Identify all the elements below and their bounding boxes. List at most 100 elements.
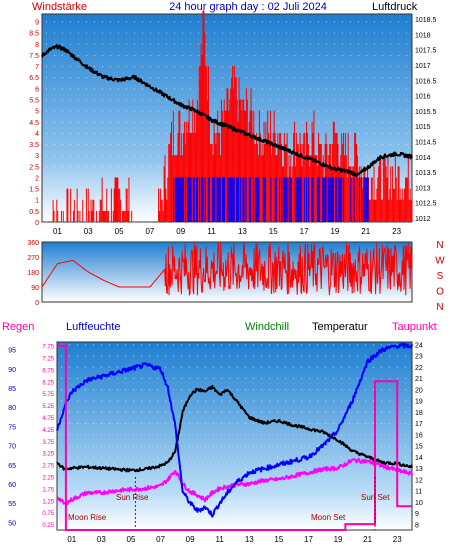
grid-dot: [93, 344, 94, 346]
grid-dot: [398, 99, 399, 101]
grid-dot: [197, 400, 198, 402]
grid-dot: [254, 32, 255, 34]
grid-dot: [309, 524, 310, 526]
grid-dot: [302, 66, 303, 68]
grid-dot: [277, 524, 278, 526]
grid-dot: [110, 54, 111, 56]
grid-dot: [309, 400, 310, 402]
grid-dot: [69, 423, 70, 425]
grid-dot: [254, 77, 255, 79]
grid-dot: [405, 468, 406, 470]
grid-dot: [397, 524, 398, 526]
rain-tick-label: 2.25: [42, 475, 54, 481]
grid-dot: [102, 88, 103, 90]
grid-dot: [126, 21, 127, 23]
grid-dot: [317, 400, 318, 402]
pressure-tick-label: 1016.5: [415, 78, 437, 85]
grid-dot: [78, 199, 79, 201]
grid-dot: [269, 490, 270, 492]
grid-dot: [382, 166, 383, 168]
grid-dot: [406, 144, 407, 146]
grid-dot: [245, 479, 246, 481]
grid-dot: [397, 366, 398, 368]
grid-dot: [125, 468, 126, 470]
grid-dot: [213, 434, 214, 436]
grid-dot: [310, 21, 311, 23]
grid-dot: [310, 43, 311, 45]
grid-dot: [390, 77, 391, 79]
grid-dot: [46, 43, 47, 45]
grid-dot: [93, 490, 94, 492]
sun-rise-annotation: Sun Rise: [116, 493, 149, 502]
grid-dot: [54, 43, 55, 45]
grid-dot: [333, 400, 334, 402]
grid-dot: [173, 366, 174, 368]
grid-dot: [149, 479, 150, 481]
grid-dot: [325, 400, 326, 402]
grid-dot: [381, 456, 382, 458]
grid-dot: [318, 99, 319, 101]
grid-dot: [165, 445, 166, 447]
grid-dot: [221, 366, 222, 368]
grid-dot: [141, 344, 142, 346]
grid-dot: [70, 66, 71, 68]
grid-dot: [325, 513, 326, 515]
grid-dot: [166, 155, 167, 157]
grid-dot: [117, 456, 118, 458]
grid-dot: [213, 501, 214, 503]
grid-dot: [389, 434, 390, 436]
grid-dot: [181, 445, 182, 447]
grid-dot: [357, 400, 358, 402]
grid-dot: [278, 88, 279, 90]
grid-dot: [358, 121, 359, 123]
grid-dot: [374, 54, 375, 56]
grid-dot: [46, 32, 47, 34]
grid-dot: [277, 456, 278, 458]
humidity-tick-label: 65: [8, 463, 16, 470]
grid-dot: [197, 513, 198, 515]
grid-dot: [302, 121, 303, 123]
grid-dot: [205, 434, 206, 436]
grid-dot: [85, 400, 86, 402]
grid-dot: [349, 501, 350, 503]
grid-dot: [125, 524, 126, 526]
grid-dot: [269, 389, 270, 391]
grid-dot: [358, 155, 359, 157]
grid-dot: [358, 166, 359, 168]
grid-dot: [221, 389, 222, 391]
grid-dot: [102, 43, 103, 45]
grid-dot: [261, 400, 262, 402]
grid-dot: [229, 411, 230, 413]
grid-dot: [94, 77, 95, 79]
hour-tick-label: 21: [361, 227, 370, 236]
grid-dot: [110, 121, 111, 123]
grid-dot: [54, 155, 55, 157]
grid-dot: [181, 378, 182, 380]
grid-dot: [342, 222, 343, 223]
temperature-tick-label: 9: [415, 511, 419, 518]
temperature-tick-label: 8: [415, 522, 419, 529]
grid-dot: [253, 378, 254, 380]
grid-dot: [390, 121, 391, 123]
grid-dot: [166, 66, 167, 68]
grid-dot: [278, 54, 279, 56]
grid-dot: [182, 144, 183, 146]
grid-dot: [310, 99, 311, 101]
grid-dot: [46, 132, 47, 134]
grid-dot: [238, 32, 239, 34]
wind-tick-label: 8: [35, 42, 39, 49]
grid-dot: [150, 144, 151, 146]
grid-dot: [253, 423, 254, 425]
grid-dot: [302, 54, 303, 56]
grid-dot: [61, 389, 62, 391]
grid-dot: [221, 468, 222, 470]
grid-dot: [134, 43, 135, 45]
temperature-label: Temperatur: [312, 321, 368, 333]
grid-dot: [373, 490, 374, 492]
hour-tick-label: 01: [67, 535, 76, 544]
grid-dot: [333, 355, 334, 357]
grid-dot: [149, 513, 150, 515]
grid-dot: [85, 445, 86, 447]
grid-dot: [406, 110, 407, 112]
